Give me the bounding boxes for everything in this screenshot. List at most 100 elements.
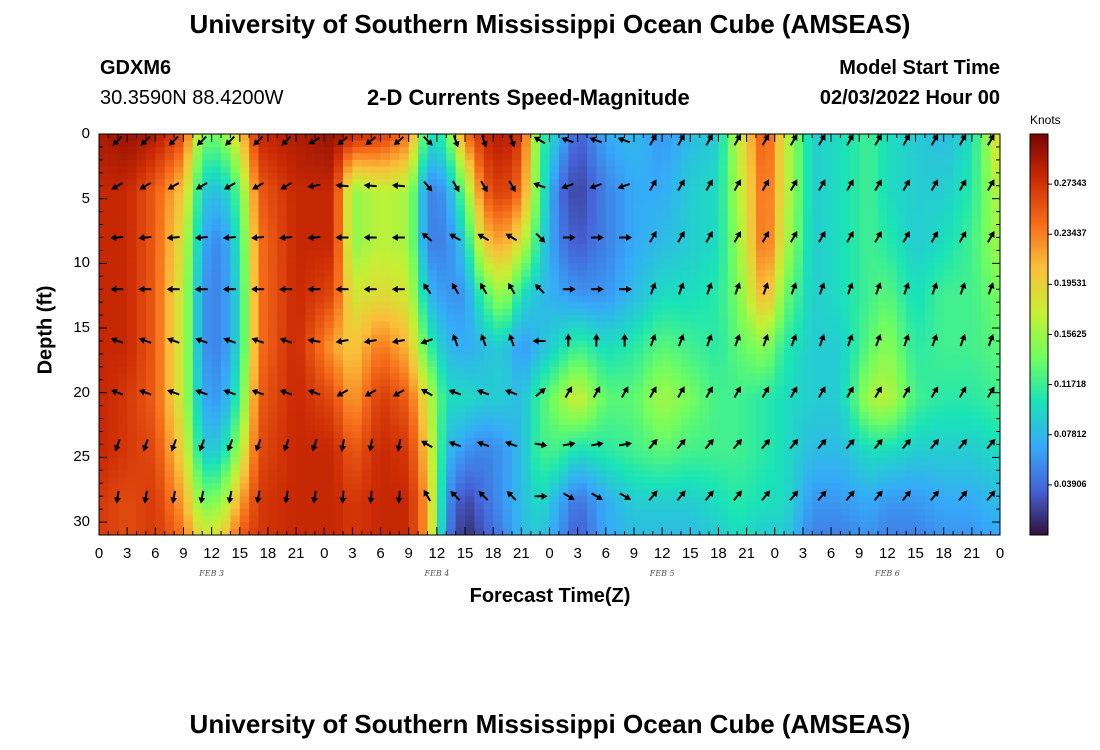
heatmap-cell xyxy=(211,231,222,239)
heatmap-cell xyxy=(99,360,109,368)
heatmap-cell xyxy=(709,386,720,394)
heatmap-cell xyxy=(333,302,344,310)
heatmap-cell xyxy=(211,159,222,167)
heatmap-cell xyxy=(343,237,354,245)
heatmap-cell xyxy=(267,295,278,303)
heatmap-cell xyxy=(652,134,663,142)
heatmap-cell xyxy=(343,295,354,303)
heatmap-cell xyxy=(680,502,691,510)
heatmap-cell xyxy=(605,321,616,329)
heatmap-cell xyxy=(502,528,513,535)
heatmap-cell xyxy=(389,476,400,484)
heatmap-cell xyxy=(164,211,175,219)
heatmap-cell xyxy=(812,431,823,439)
heatmap-cell xyxy=(511,218,522,226)
heatmap-cell xyxy=(333,496,344,504)
heatmap-cell xyxy=(774,256,785,264)
heatmap-cell xyxy=(746,205,757,213)
heatmap-cell xyxy=(690,153,701,161)
heatmap-cell xyxy=(765,159,776,167)
heatmap-cell xyxy=(418,379,429,387)
heatmap-cell xyxy=(784,444,795,452)
heatmap-cell xyxy=(821,347,832,355)
heatmap-cell xyxy=(718,425,729,433)
heatmap-cell xyxy=(774,237,785,245)
heatmap-cell xyxy=(361,444,372,452)
heatmap-cell xyxy=(568,431,579,439)
heatmap-cell xyxy=(249,328,260,336)
heatmap-cell xyxy=(662,185,673,193)
heatmap-cell xyxy=(802,224,813,232)
heatmap-cell xyxy=(765,134,776,142)
heatmap-cell xyxy=(540,134,551,142)
heatmap-cell xyxy=(145,159,156,167)
heatmap-cell xyxy=(558,256,569,264)
heatmap-cell xyxy=(436,392,447,400)
heatmap-cell xyxy=(174,489,185,497)
heatmap-cell xyxy=(361,179,372,187)
heatmap-cell xyxy=(474,463,485,471)
heatmap-cell xyxy=(389,502,400,510)
heatmap-cell xyxy=(483,321,494,329)
heatmap-cell xyxy=(474,185,485,193)
heatmap-cell xyxy=(99,470,109,478)
heatmap-cell xyxy=(699,509,710,517)
heatmap-cell xyxy=(174,483,185,491)
heatmap-cell xyxy=(615,431,626,439)
heatmap-cell xyxy=(671,328,682,336)
heatmap-cell xyxy=(352,522,363,530)
heatmap-cell xyxy=(136,321,147,329)
heatmap-cell xyxy=(549,386,560,394)
heatmap-cell xyxy=(511,153,522,161)
heatmap-cell xyxy=(568,340,579,349)
heatmap-cell xyxy=(662,172,673,180)
heatmap-cell xyxy=(427,470,438,478)
heatmap-cell xyxy=(699,256,710,264)
heatmap-cell xyxy=(117,502,128,510)
heatmap-cell xyxy=(371,243,382,252)
heatmap-cell xyxy=(709,250,720,258)
heatmap-cell xyxy=(615,347,626,355)
heatmap-cell xyxy=(418,295,429,303)
heatmap-cell xyxy=(727,437,738,446)
heatmap-cell xyxy=(493,192,504,200)
heatmap-cell xyxy=(136,146,147,155)
heatmap-cell xyxy=(793,289,804,297)
heatmap-cell xyxy=(662,353,673,361)
heatmap-cell xyxy=(333,198,344,206)
heatmap-cell xyxy=(277,392,288,400)
heatmap-cell xyxy=(624,243,635,252)
heatmap-cell xyxy=(258,146,269,155)
heatmap-cell xyxy=(511,450,522,458)
heatmap-cell xyxy=(277,192,288,200)
heatmap-cell xyxy=(343,515,354,523)
heatmap-cell xyxy=(305,399,316,407)
heatmap-cell xyxy=(145,528,156,535)
heatmap-cell xyxy=(436,237,447,245)
heatmap-cell xyxy=(436,302,447,310)
heatmap-cell xyxy=(587,172,598,180)
heatmap-cell xyxy=(108,347,119,355)
heatmap-cell xyxy=(577,522,588,530)
heatmap-cell xyxy=(145,450,156,458)
heatmap-cell xyxy=(502,476,513,484)
heatmap-cell xyxy=(605,399,616,407)
heatmap-cell xyxy=(633,237,644,245)
heatmap-cell xyxy=(145,412,156,420)
heatmap-cell xyxy=(483,476,494,484)
heatmap-cell xyxy=(436,134,447,142)
heatmap-cell xyxy=(774,366,785,374)
heatmap-cell xyxy=(511,360,522,368)
heatmap-cell xyxy=(99,218,109,226)
heatmap-cell xyxy=(380,379,391,387)
heatmap-cell xyxy=(530,483,541,491)
heatmap-cell xyxy=(136,205,147,213)
heatmap-cell xyxy=(155,522,166,530)
heatmap-cell xyxy=(680,373,691,381)
heatmap-cell xyxy=(305,308,316,316)
heatmap-cell xyxy=(652,153,663,161)
heatmap-cell xyxy=(361,205,372,213)
heatmap-cell xyxy=(727,185,738,193)
heatmap-cell xyxy=(831,425,842,433)
heatmap-cell xyxy=(840,134,851,142)
